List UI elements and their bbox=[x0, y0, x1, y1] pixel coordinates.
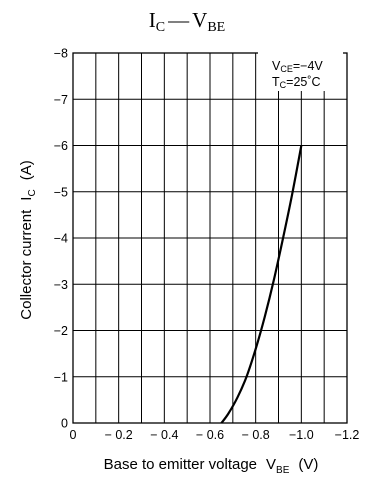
x-axis-label-text: Base to emitter voltage bbox=[104, 456, 257, 473]
x-axis-subscript: BE bbox=[276, 465, 290, 476]
x-tick-label: −1.2 bbox=[335, 428, 360, 442]
x-tick-label: −1.0 bbox=[289, 428, 314, 442]
y-tick-label: −1 bbox=[54, 370, 68, 384]
annotation-box bbox=[258, 51, 343, 91]
y-tick-label: −4 bbox=[54, 232, 68, 246]
x-tick-label: − 0.8 bbox=[242, 428, 270, 442]
y-tick-labels: 0 −1 −2 −3 −4 −5 −6 −7 −8 bbox=[54, 47, 68, 431]
y-tick-label: −2 bbox=[54, 324, 68, 338]
title-second-symbol: V bbox=[192, 8, 207, 32]
title-main-subscript: C bbox=[156, 20, 165, 35]
y-tick-label: −3 bbox=[54, 278, 68, 292]
y-tick-label: −8 bbox=[54, 47, 68, 61]
x-tick-label: − 0.2 bbox=[105, 428, 133, 442]
y-axis-unit: (A) bbox=[18, 160, 35, 180]
y-axis-label: Collector current IC (A) bbox=[18, 160, 38, 319]
annotation-vce-symbol: V bbox=[272, 59, 281, 73]
y-axis-label-text: Collector current bbox=[18, 209, 35, 320]
y-axis-subscript: C bbox=[27, 189, 38, 196]
y-tick-label: 0 bbox=[61, 417, 68, 431]
chart-title: IC — VBE bbox=[149, 8, 225, 35]
x-axis-label: Base to emitter voltage VBE (V) bbox=[104, 456, 319, 476]
ic-vbe-curve bbox=[220, 145, 303, 424]
plot-frame bbox=[72, 52, 348, 424]
y-tick-label: −6 bbox=[54, 139, 68, 153]
y-tick-label: −5 bbox=[54, 185, 68, 199]
grid-lines bbox=[73, 53, 347, 423]
annotation-tc-subscript: C bbox=[280, 80, 287, 90]
x-tick-label: 0 bbox=[70, 428, 77, 442]
y-tick-label: −7 bbox=[54, 93, 68, 107]
x-tick-labels: 0 − 0.2 − 0.4 − 0.6 − 0.8 −1.0 −1.2 bbox=[70, 428, 360, 442]
annotation-vce-subscript: CE bbox=[280, 64, 293, 74]
title-dash: — bbox=[167, 8, 190, 32]
annotation-tc-value: =25˚C bbox=[286, 75, 320, 89]
x-axis-unit: (V) bbox=[298, 456, 318, 473]
title-second-subscript: BE bbox=[207, 20, 225, 35]
annotation-tc-symbol: T bbox=[272, 75, 280, 89]
y-axis-symbol: I bbox=[18, 197, 35, 201]
annotation-tc: TC=25˚C bbox=[272, 75, 321, 90]
title-main-symbol: I bbox=[149, 8, 156, 32]
annotation-vce: VCE=−4V bbox=[272, 59, 323, 74]
x-tick-label: − 0.6 bbox=[196, 428, 224, 442]
x-tick-label: − 0.4 bbox=[150, 428, 178, 442]
x-axis-symbol: V bbox=[266, 456, 276, 473]
plot-border bbox=[72, 52, 348, 424]
annotation-vce-value: =−4V bbox=[293, 59, 324, 73]
